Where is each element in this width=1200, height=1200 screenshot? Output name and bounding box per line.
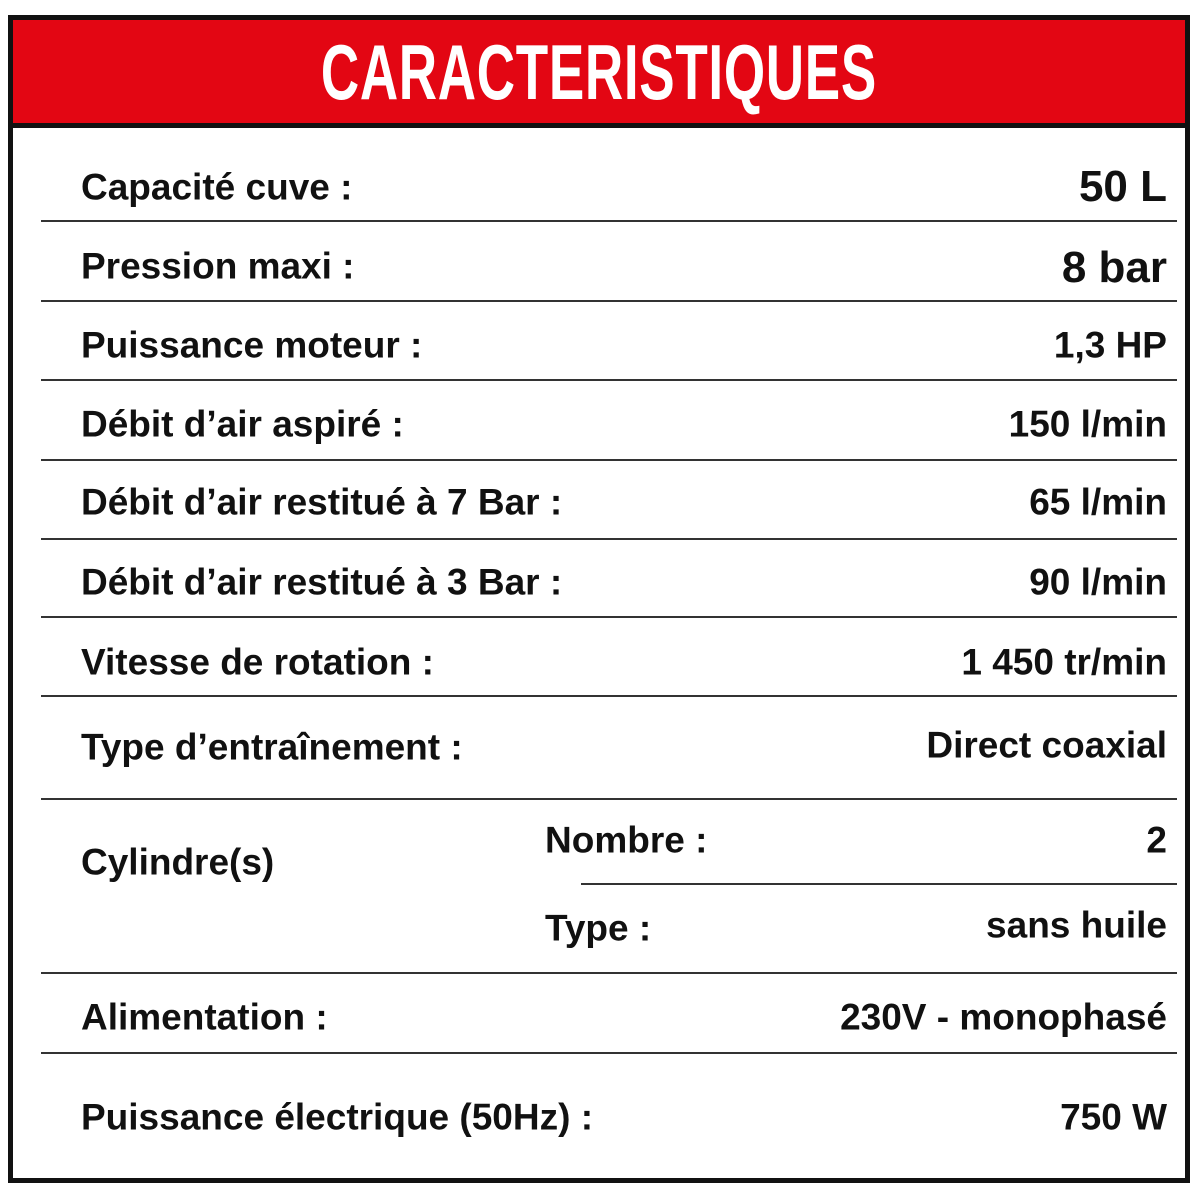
spec-label: Débit d’air restitué à 3 Bar : <box>81 561 563 603</box>
divider <box>41 538 1177 540</box>
cylinders-number-label: Nombre : <box>545 819 708 861</box>
spec-value: 65 l/min <box>1029 481 1167 523</box>
spec-value: 1 450 tr/min <box>961 641 1167 683</box>
spec-value: Direct coaxial <box>926 724 1167 766</box>
spec-label: Alimentation : <box>81 996 328 1038</box>
divider <box>41 695 1177 697</box>
cylinders-number-value: 2 <box>1146 819 1167 861</box>
divider <box>41 220 1177 222</box>
divider <box>41 300 1177 302</box>
spec-label: Capacité cuve : <box>81 166 353 208</box>
header-banner: CARACTERISTIQUES <box>13 20 1185 128</box>
cylinders-type-label: Type : <box>545 907 652 949</box>
spec-value: 150 l/min <box>1008 403 1167 445</box>
spec-label: Débit d’air restitué à 7 Bar : <box>81 481 563 523</box>
spec-value: 750 W <box>1060 1096 1167 1138</box>
spec-label: Puissance moteur : <box>81 324 423 366</box>
cylinders-type-value: sans huile <box>986 904 1167 946</box>
spec-value: 8 bar <box>1061 243 1167 292</box>
page-title: CARACTERISTIQUES <box>320 27 878 116</box>
sub-divider <box>581 883 1177 885</box>
spec-value: 90 l/min <box>1029 561 1167 603</box>
specs-table: CARACTERISTIQUES Capacité cuve : 50 L Pr… <box>8 15 1190 1183</box>
spec-label: Pression maxi : <box>81 245 355 287</box>
divider <box>41 459 1177 461</box>
spec-value: 1,3 HP <box>1053 324 1167 366</box>
divider <box>41 972 1177 974</box>
cylinders-label: Cylindre(s) <box>81 841 275 883</box>
spec-value: 50 L <box>1078 162 1167 211</box>
spec-label: Débit d’air aspiré : <box>81 403 404 445</box>
divider <box>41 1052 1177 1054</box>
divider <box>41 798 1177 800</box>
divider <box>41 379 1177 381</box>
spec-label: Vitesse de rotation : <box>81 641 434 683</box>
spec-value: 230V - monophasé <box>840 996 1167 1038</box>
spec-label: Puissance électrique (50Hz) : <box>81 1096 594 1138</box>
spec-label: Type d’entraînement : <box>81 726 463 768</box>
divider <box>41 616 1177 618</box>
